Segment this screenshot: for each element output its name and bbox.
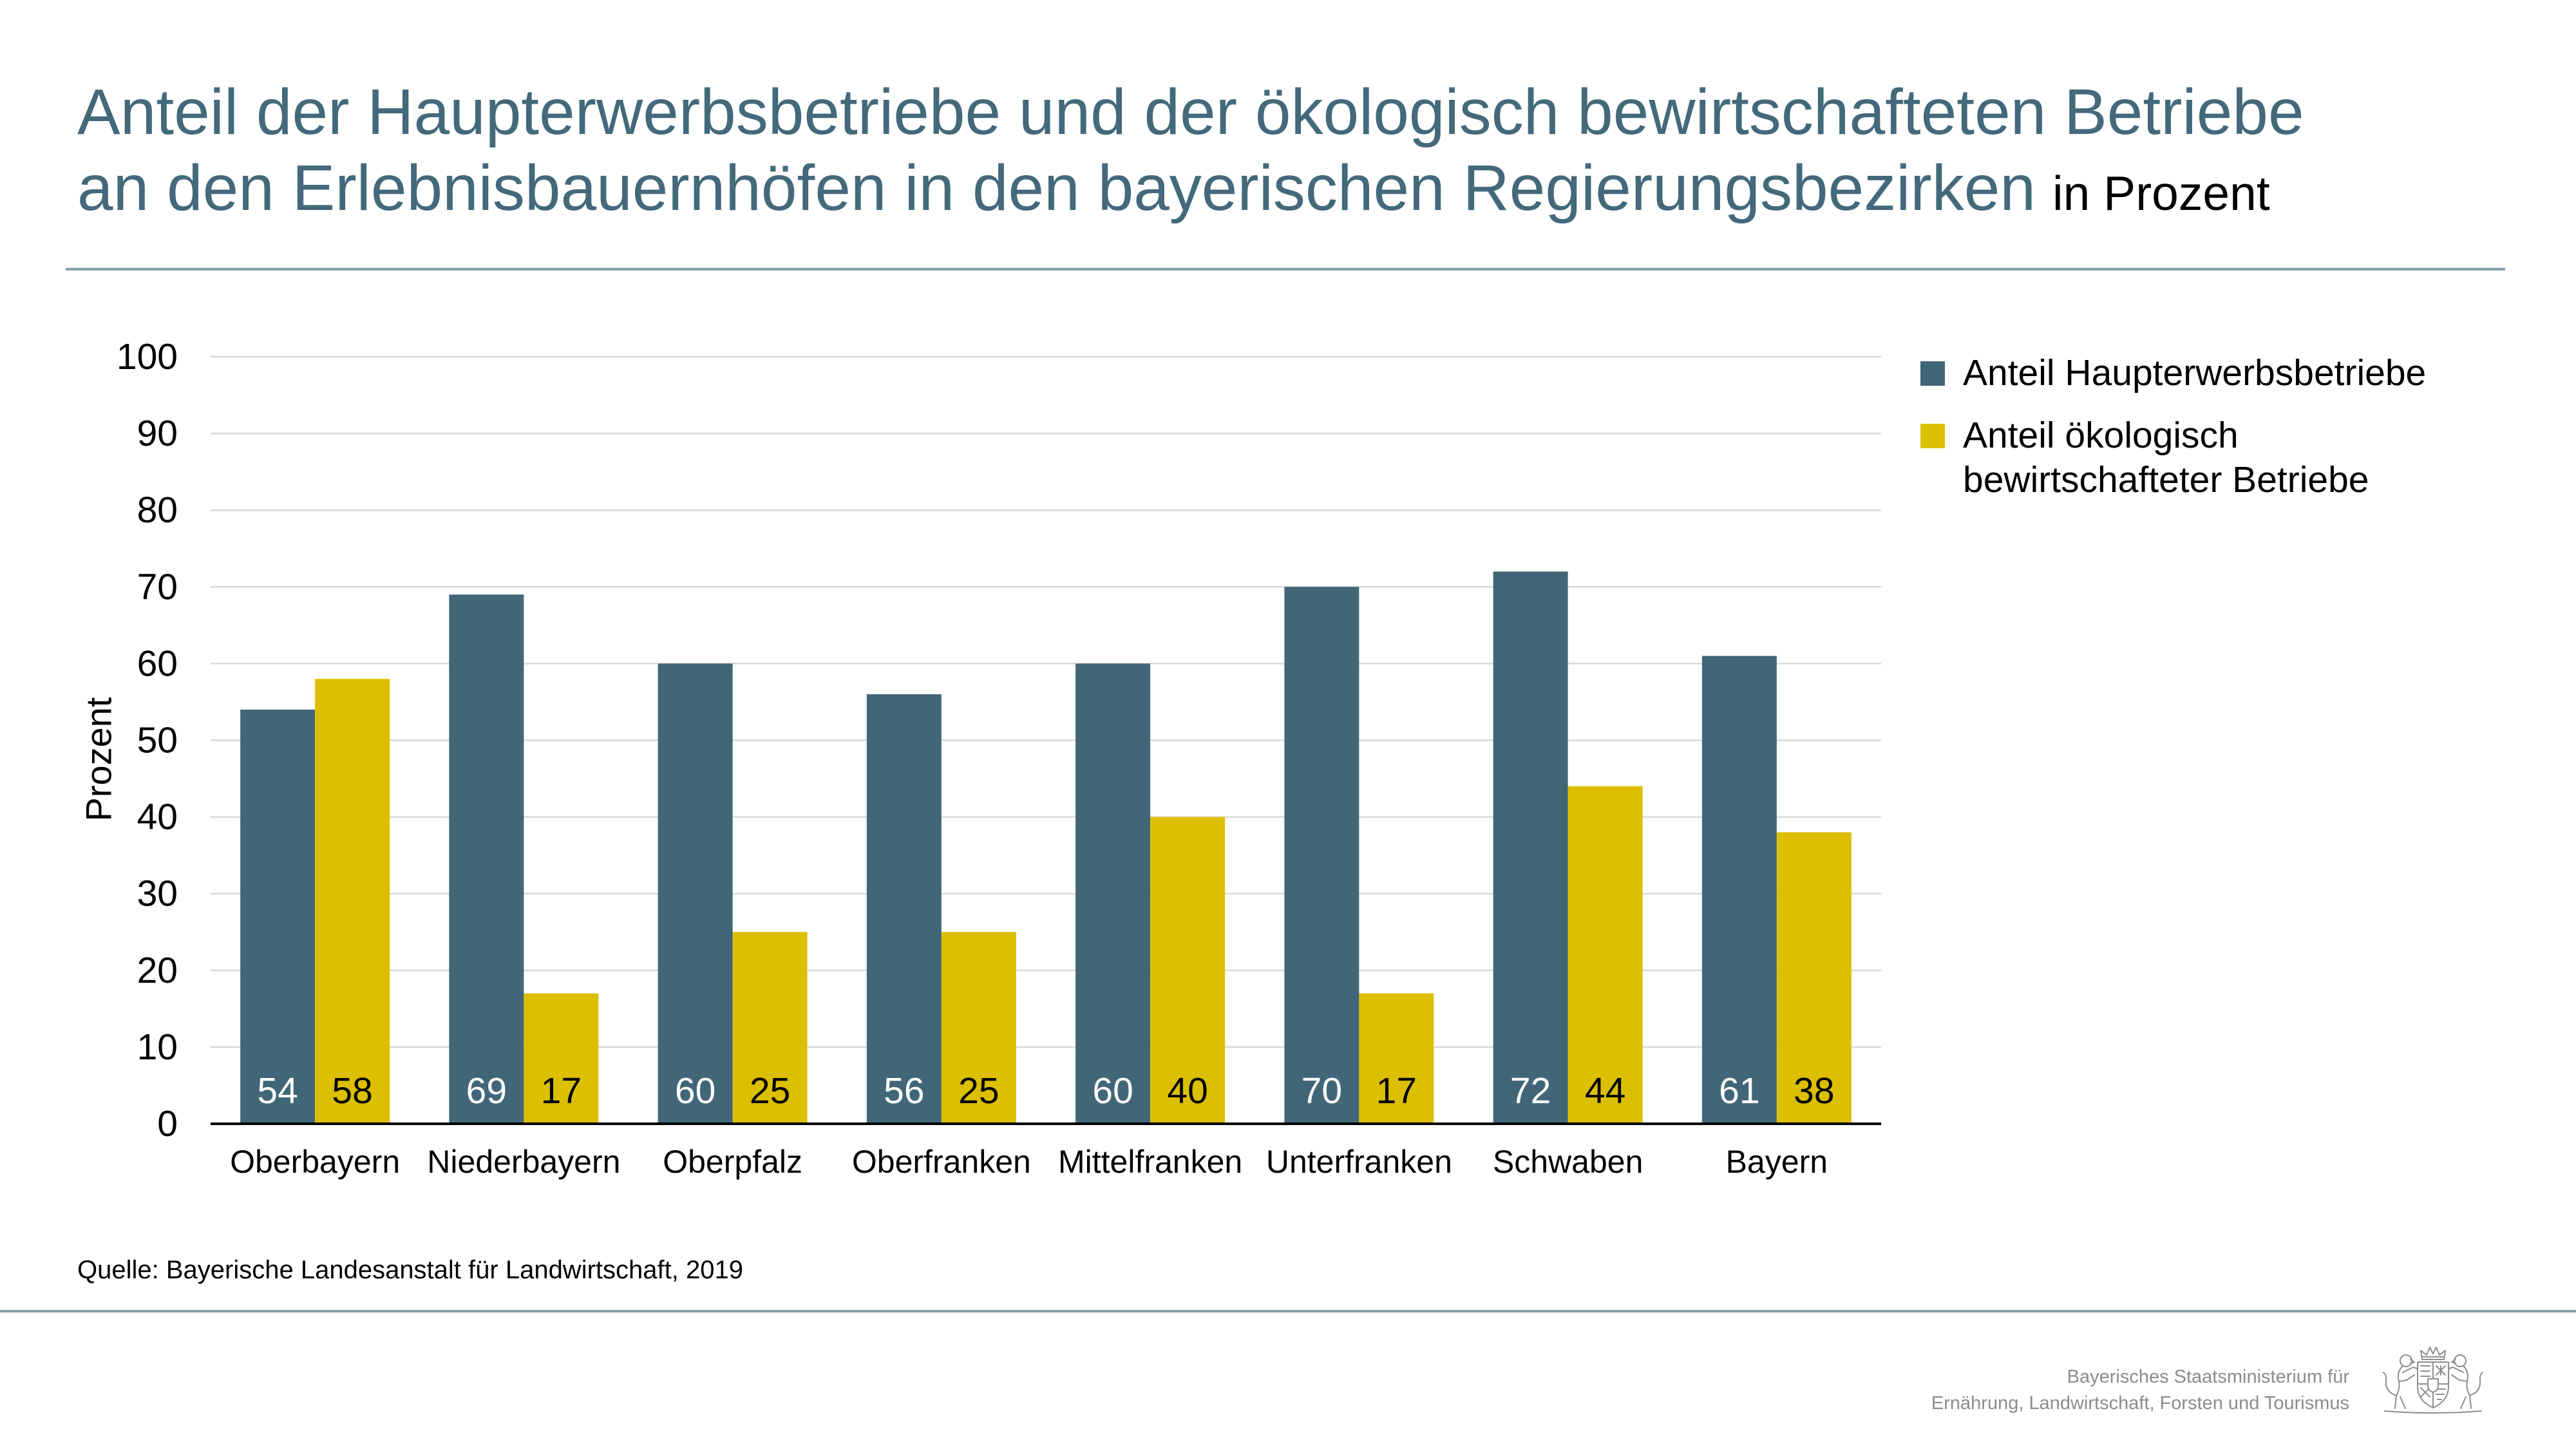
- y-tick-label-60: 60: [137, 643, 178, 684]
- x-tick-label-bayern: Bayern: [1726, 1144, 1828, 1180]
- legend-item-oekologisch: Anteil ökologisch bewirtschafteter Betri…: [1920, 413, 2455, 500]
- y-tick-label-90: 90: [137, 413, 178, 454]
- data-label-anteil-haupterwerbsbetriebe-niederbayern: 69: [466, 1070, 507, 1112]
- bavarian-coat-of-arms-icon: [2383, 1347, 2483, 1414]
- y-tick-label-20: 20: [137, 950, 178, 991]
- x-tick-label-oberfranken: Oberfranken: [852, 1144, 1031, 1180]
- legend-swatch-haupterwerbsbetriebe: [1920, 361, 1945, 386]
- chart-title-block: Anteil der Haupterwerbsbetriebe und der …: [77, 74, 2357, 231]
- data-label-anteil-oekologisch-bewirtschafteter-betriebe-niederbayern: 17: [541, 1070, 582, 1112]
- data-label-anteil-oekologisch-bewirtschafteter-betriebe-bayern: 38: [1794, 1070, 1834, 1112]
- bar-anteil-oekologisch-bewirtschafteter-betriebe-bayern: [1776, 832, 1852, 1124]
- x-tick-label-oberbayern: Oberbayern: [230, 1144, 400, 1180]
- chart-title: Anteil der Haupterwerbsbetriebe und der …: [77, 76, 2304, 224]
- bar-anteil-haupterwerbsbetriebe-mittelfranken: [1075, 663, 1151, 1124]
- bar-anteil-oekologisch-bewirtschafteter-betriebe-unterfranken: [1359, 993, 1434, 1124]
- data-label-anteil-oekologisch-bewirtschafteter-betriebe-oberfranken: 25: [958, 1070, 999, 1112]
- y-tick-label-0: 0: [157, 1103, 178, 1144]
- x-tick-labels: Oberbayern Niederbayern Oberpfalz Oberfrank…: [230, 1144, 1828, 1180]
- divider-top: [66, 268, 2505, 270]
- data-label-anteil-oekologisch-bewirtschafteter-betriebe-mittelfranken: 40: [1167, 1070, 1208, 1112]
- data-label-anteil-haupterwerbsbetriebe-oberpfalz: 60: [675, 1070, 715, 1112]
- source-note: Quelle: Bayerische Landesanstalt für Lan…: [77, 1256, 743, 1284]
- bar-anteil-oekologisch-bewirtschafteter-betriebe-oberbayern: [315, 679, 390, 1124]
- data-label-anteil-oekologisch-bewirtschafteter-betriebe-oberbayern: 58: [332, 1070, 372, 1112]
- bar-anteil-haupterwerbsbetriebe-unterfranken: [1284, 587, 1359, 1124]
- bar-chart: 54 58 69 17 60 25 56 25 60 40 70 17 72 44 61 38 0 10 20 30…: [79, 336, 1881, 1180]
- y-axis-title: Prozent: [79, 697, 119, 821]
- bar-anteil-oekologisch-bewirtschafteter-betriebe-schwaben: [1567, 786, 1643, 1124]
- data-labels: 54 58 69 17 60 25 56 25 60 40 70 17 72 44 61 38: [257, 1070, 1834, 1112]
- legend-label-oekologisch: Anteil ökologisch bewirtschafteter Betri…: [1963, 415, 2369, 500]
- x-tick-label-unterfranken: Unterfranken: [1266, 1144, 1452, 1180]
- x-tick-label-niederbayern: Niederbayern: [427, 1144, 620, 1180]
- bar-anteil-oekologisch-bewirtschafteter-betriebe-oberfranken: [941, 932, 1016, 1124]
- data-label-anteil-haupterwerbsbetriebe-unterfranken: 70: [1302, 1070, 1342, 1112]
- data-label-anteil-haupterwerbsbetriebe-schwaben: 72: [1510, 1070, 1551, 1112]
- bar-anteil-haupterwerbsbetriebe-niederbayern: [449, 594, 524, 1124]
- x-tick-label-mittelfranken: Mittelfranken: [1058, 1144, 1242, 1180]
- data-label-anteil-oekologisch-bewirtschafteter-betriebe-schwaben: 44: [1585, 1070, 1625, 1112]
- publisher-name: Bayerisches Staatsministerium für Ernähr…: [1931, 1364, 2349, 1417]
- bars: [240, 571, 1852, 1124]
- bar-anteil-oekologisch-bewirtschafteter-betriebe-niederbayern: [524, 993, 599, 1124]
- x-tick-label-oberpfalz: Oberpfalz: [663, 1144, 802, 1180]
- y-tick-label-100: 100: [117, 336, 178, 377]
- y-tick-label-50: 50: [137, 720, 178, 761]
- y-tick-labels: 0 10 20 30 40 50 60 70 80 90 100: [117, 336, 178, 1144]
- publisher-line-2: Ernährung, Landwirtschaft, Forsten und T…: [1931, 1393, 2349, 1414]
- divider-bottom: [0, 1310, 2576, 1312]
- y-tick-label-80: 80: [137, 489, 178, 531]
- publisher-line-1: Bayerisches Staatsministerium für: [2067, 1367, 2349, 1387]
- bar-anteil-haupterwerbsbetriebe-bayern: [1701, 656, 1777, 1124]
- y-tick-label-10: 10: [137, 1027, 178, 1068]
- bar-anteil-haupterwerbsbetriebe-oberpfalz: [658, 663, 733, 1124]
- bar-anteil-oekologisch-bewirtschafteter-betriebe-mittelfranken: [1150, 817, 1226, 1124]
- y-tick-label-30: 30: [137, 873, 178, 914]
- data-label-anteil-haupterwerbsbetriebe-mittelfranken: 60: [1092, 1070, 1133, 1112]
- x-tick-label-schwaben: Schwaben: [1493, 1144, 1643, 1180]
- legend-swatch-oekologisch: [1920, 424, 1945, 448]
- data-label-anteil-haupterwerbsbetriebe-bayern: 61: [1719, 1070, 1759, 1112]
- chart-subtitle: in Prozent: [2052, 166, 2270, 220]
- data-label-anteil-oekologisch-bewirtschafteter-betriebe-oberpfalz: 25: [750, 1070, 790, 1112]
- y-tick-label-70: 70: [137, 566, 178, 607]
- data-label-anteil-oekologisch-bewirtschafteter-betriebe-unterfranken: 17: [1376, 1070, 1417, 1112]
- data-label-anteil-haupterwerbsbetriebe-oberbayern: 54: [257, 1070, 298, 1112]
- legend-label-haupterwerbsbetriebe: Anteil Haupterwerbsbetriebe: [1963, 352, 2427, 393]
- data-label-anteil-haupterwerbsbetriebe-oberfranken: 56: [884, 1070, 924, 1112]
- bar-anteil-haupterwerbsbetriebe-oberbayern: [240, 709, 316, 1124]
- legend-item-haupterwerbsbetriebe: Anteil Haupterwerbsbetriebe: [1920, 351, 2455, 395]
- y-tick-label-40: 40: [137, 797, 178, 838]
- bar-anteil-haupterwerbsbetriebe-oberfranken: [866, 694, 942, 1124]
- bar-anteil-oekologisch-bewirtschafteter-betriebe-oberpfalz: [732, 932, 808, 1124]
- bar-anteil-haupterwerbsbetriebe-schwaben: [1493, 571, 1568, 1124]
